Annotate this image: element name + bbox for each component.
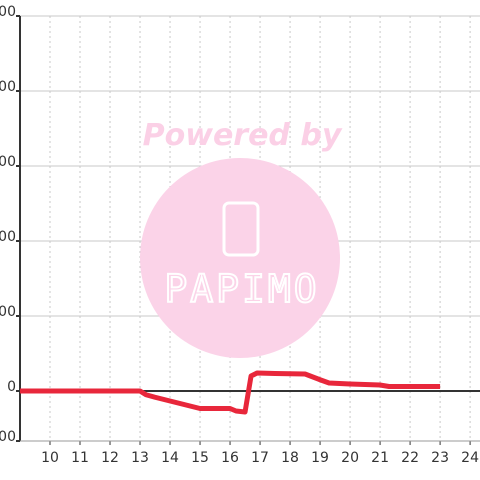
x-tick-label: 10 <box>41 450 59 466</box>
x-tick-label: 24 <box>461 450 479 466</box>
x-tick-label: 17 <box>251 450 269 466</box>
x-tick-label: 11 <box>71 450 89 466</box>
x-tick-label: 12 <box>101 450 119 466</box>
x-tick-label: 20 <box>341 450 359 466</box>
watermark-icon <box>222 201 260 257</box>
y-tick-label: 0 <box>7 379 16 395</box>
x-tick-label: 14 <box>161 450 179 466</box>
x-tick-label: 13 <box>131 450 149 466</box>
watermark-text: Powered by <box>143 118 343 153</box>
x-tick-label: 15 <box>191 450 209 466</box>
x-tick-label: 18 <box>281 450 299 466</box>
line <box>20 370 441 415</box>
x-tick-label: 23 <box>431 450 449 466</box>
y-tick-label: -20,000 <box>0 429 16 445</box>
y-tick-label: 90,000 <box>0 154 16 170</box>
x-tick-label: 16 <box>221 450 239 466</box>
watermark-text: PAPIMO <box>164 267 319 311</box>
watermark-circle <box>140 158 340 358</box>
y-tick-label: 30,000 <box>0 304 16 320</box>
x-tick-label: 19 <box>311 450 329 466</box>
y-tick-label: 120,000 <box>0 79 16 95</box>
x-tick-label: 21 <box>371 450 389 466</box>
x-tick-label: 22 <box>401 450 419 466</box>
y-tick-label: 150,000 <box>0 4 16 20</box>
watermark: Powered by PAPIMO <box>140 118 343 358</box>
y-tick-label: 60,000 <box>0 229 16 245</box>
